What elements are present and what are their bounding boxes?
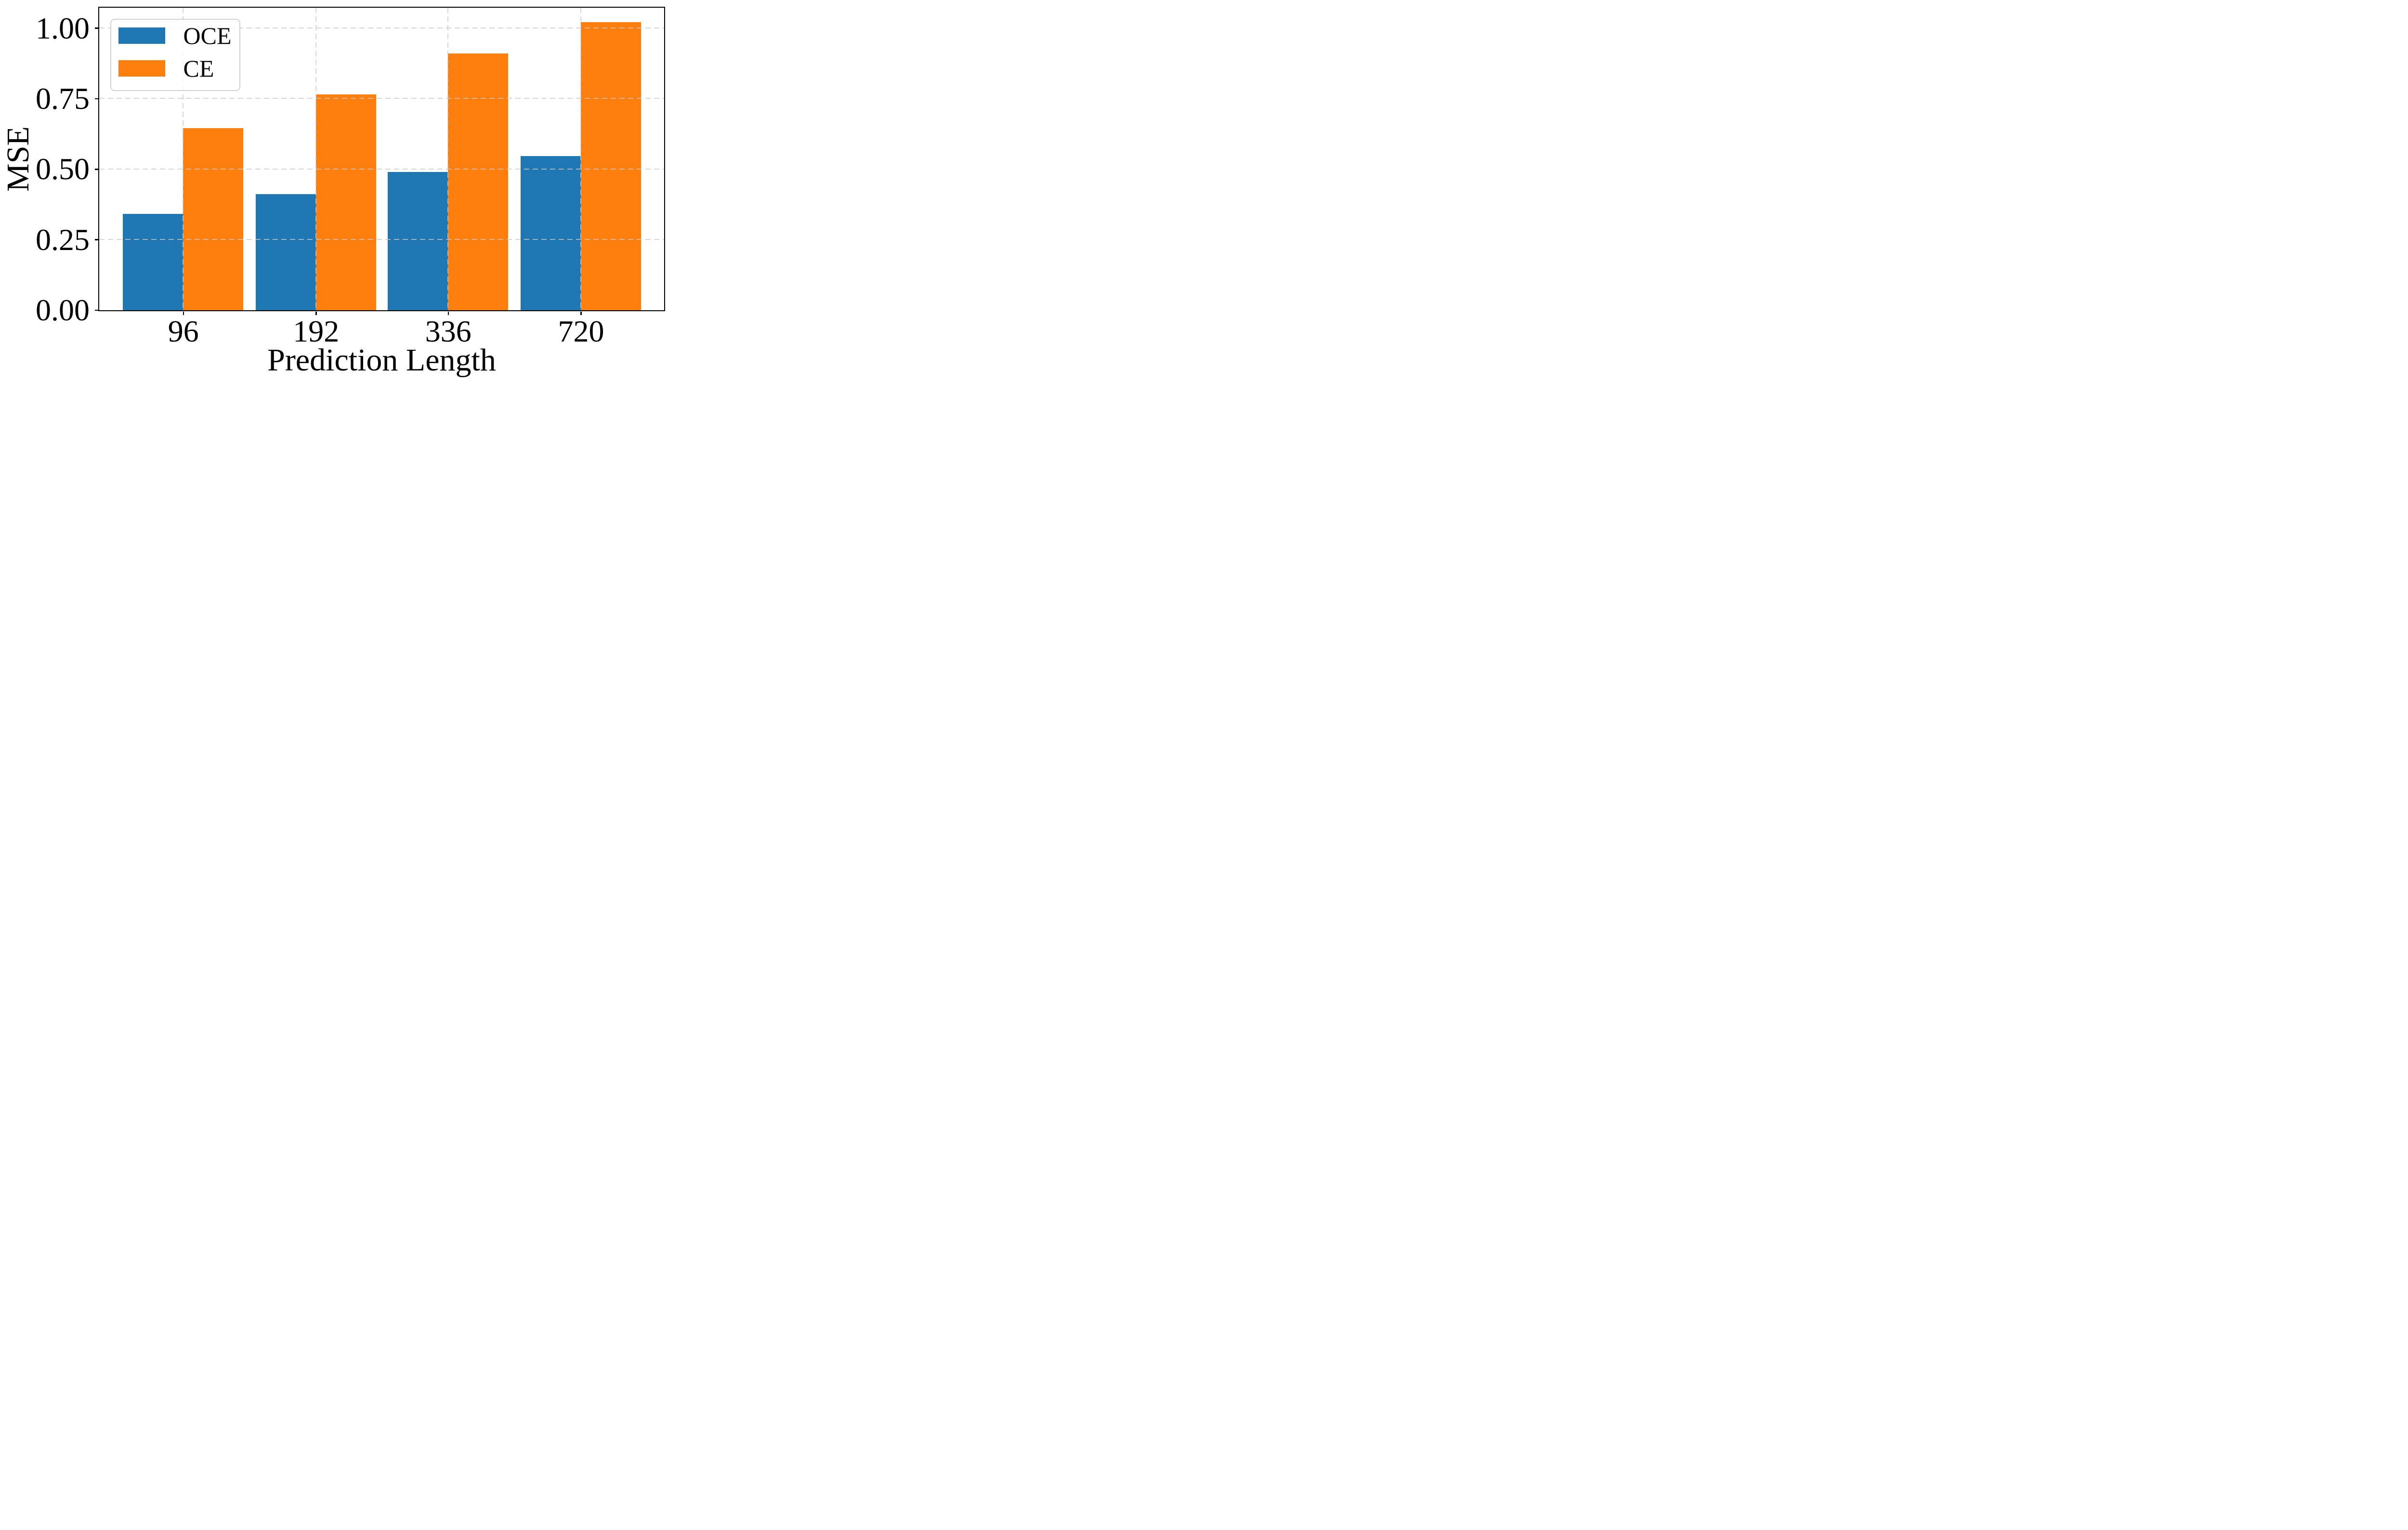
bar-oce-192 <box>255 194 316 310</box>
bar-oce-96 <box>123 214 183 310</box>
x-tick-label-720: 720 <box>558 314 604 348</box>
bar-ce-336 <box>448 53 509 310</box>
x-tick-96 <box>183 311 184 315</box>
x-tick-label-192: 192 <box>293 314 340 348</box>
y-tick-label-0.00: 0.00 <box>36 293 90 327</box>
bar-ce-720 <box>581 22 641 310</box>
y-tick-0.00 <box>94 309 98 311</box>
y-tick-label-1.00: 1.00 <box>36 11 90 45</box>
legend-label-ce: CE <box>183 54 214 82</box>
x-axis-title: Prediction Length <box>267 343 496 378</box>
bar-ce-192 <box>315 94 376 310</box>
legend-entry-ce: CE <box>118 56 214 80</box>
y-tick-0.25 <box>94 239 98 240</box>
plot-area: OCE CE <box>98 6 665 311</box>
y-tick-label-0.75: 0.75 <box>36 81 90 116</box>
y-tick-0.50 <box>94 169 98 170</box>
bar-chart-figure: MSE OCE CE Prediction Length 0.00 0.25 0.50… <box>0 0 671 382</box>
legend: OCE CE <box>110 18 240 91</box>
x-tick-label-336: 336 <box>425 314 471 348</box>
legend-entry-oce: OCE <box>118 24 232 48</box>
bar-ce-96 <box>183 128 244 310</box>
legend-swatch-oce <box>118 27 165 44</box>
legend-swatch-ce <box>118 60 165 77</box>
y-tick-label-0.50: 0.50 <box>36 152 90 186</box>
x-tick-336 <box>447 311 449 315</box>
bar-oce-336 <box>388 171 448 310</box>
legend-label-oce: OCE <box>183 22 232 49</box>
x-tick-label-96: 96 <box>168 314 199 348</box>
y-tick-label-0.25: 0.25 <box>36 222 90 257</box>
y-tick-1.00 <box>94 27 98 29</box>
h-gridline-0.75 <box>99 98 664 99</box>
bar-oce-720 <box>521 156 581 310</box>
x-tick-720 <box>580 311 582 315</box>
x-tick-192 <box>315 311 317 315</box>
y-tick-0.75 <box>94 98 98 100</box>
